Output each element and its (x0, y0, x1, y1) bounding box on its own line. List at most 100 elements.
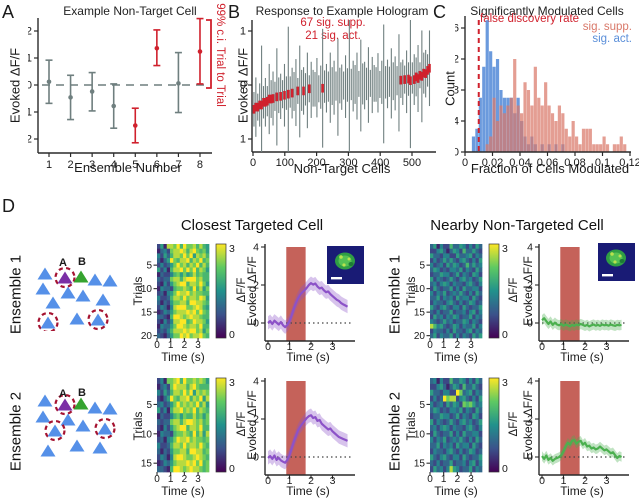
cell-triangle (69, 312, 85, 325)
svg-text:1: 1 (561, 475, 567, 487)
cell-triangle (47, 424, 63, 437)
svg-text:1: 1 (168, 340, 174, 351)
panel-a-plot: -0.2 -0.1 0 0.1 0.2 1 2 3 4 5 6 7 8 (28, 17, 212, 168)
stim-window (560, 247, 580, 341)
cell-triangle (75, 289, 91, 302)
svg-text:0.1: 0.1 (595, 157, 610, 166)
panel-a-xlabel: Ensemble Number (74, 160, 182, 175)
svg-text:0: 0 (427, 474, 433, 485)
cell-triangle (90, 313, 106, 326)
trace-band (542, 313, 622, 332)
svg-text:5: 5 (132, 159, 138, 168)
c-hist-sig-supp- (485, 59, 627, 152)
colorbar (215, 377, 227, 473)
svg-text:2: 2 (455, 474, 461, 485)
cell-triangle (40, 316, 56, 329)
svg-text:2: 2 (455, 340, 461, 351)
cell-triangle (40, 444, 56, 457)
svg-text:20: 20 (141, 331, 153, 342)
b-significant-markers (252, 63, 431, 114)
trace-mean (267, 282, 349, 329)
svg-text:3: 3 (502, 243, 508, 255)
colorbar (488, 377, 500, 473)
svg-text:200: 200 (307, 157, 325, 166)
cell-triangle (35, 410, 51, 423)
stim-window (560, 381, 580, 475)
svg-text:3: 3 (330, 341, 336, 353)
time-label-tr-e1-t: Time (s) (286, 350, 330, 364)
svg-text:2: 2 (527, 280, 533, 292)
a-errorbars (45, 17, 204, 144)
trace-e1-nontargeted: 0 2 4 0 1 2 3 (527, 242, 629, 353)
svg-text:0: 0 (539, 475, 545, 487)
target-circle (44, 419, 66, 442)
svg-text:2: 2 (308, 475, 314, 487)
svg-text:1: 1 (287, 341, 293, 353)
svg-text:0: 0 (462, 157, 468, 166)
svg-text:8: 8 (197, 159, 203, 168)
panel-b-plot: -1 0 1 0 100 200 300 400 500 (240, 20, 436, 166)
svg-text:0.02: 0.02 (482, 157, 503, 166)
time-label-hm-e2-n: Time (s) (434, 484, 478, 498)
svg-text:0: 0 (527, 452, 533, 464)
svg-text:2: 2 (68, 159, 74, 168)
svg-text:1: 1 (561, 341, 567, 353)
svg-text:15: 15 (414, 308, 426, 319)
svg-text:20: 20 (414, 331, 426, 342)
svg-text:2: 2 (182, 340, 188, 351)
svg-text:7: 7 (175, 159, 181, 168)
cell-triangle (92, 441, 108, 454)
cell-triangle (73, 397, 89, 410)
panel-c-plot: 0 4 8 12 16 0 0.02 0.04 0.06 0.08 0.1 0.12 (455, 16, 639, 166)
svg-text:2: 2 (527, 414, 533, 426)
svg-text:0: 0 (240, 80, 246, 92)
svg-text:0: 0 (229, 329, 235, 341)
panel-a-ylabel: Evoked ΔF/F (7, 47, 23, 124)
trace-mean (541, 317, 622, 328)
ensemble1-right-label: Ensemble 1 (386, 254, 404, 335)
svg-text:3: 3 (502, 377, 508, 389)
heatmap-cells (157, 244, 210, 339)
a-ci-bracket (206, 19, 212, 89)
panel-b-xlabel: Non-Target Cells (293, 161, 391, 176)
svg-text:2: 2 (582, 341, 588, 353)
cell-triangle (97, 422, 113, 435)
panel-c-title: Significantly Modulated Cells (470, 4, 624, 18)
time-label-hm-e1-n: Time (s) (434, 350, 478, 364)
svg-text:0: 0 (265, 341, 271, 353)
trace-e2-targeted: 0 2 4 0 1 2 3 (253, 376, 355, 487)
scale-bar (602, 274, 613, 277)
svg-text:5: 5 (419, 261, 425, 272)
svg-text:15: 15 (141, 308, 153, 319)
svg-text:0.12: 0.12 (619, 157, 639, 166)
svg-text:1: 1 (441, 474, 447, 485)
heatmap-cells (430, 244, 483, 339)
target-circle (54, 393, 76, 416)
svg-text:0: 0 (539, 341, 545, 353)
svg-text:3: 3 (468, 340, 474, 351)
svg-text:1: 1 (287, 475, 293, 487)
svg-text:5: 5 (146, 261, 152, 272)
svg-text:4: 4 (527, 376, 533, 388)
svg-text:A: A (59, 257, 67, 269)
svg-text:3: 3 (468, 474, 474, 485)
nontargeted-cell-image-inset (598, 243, 635, 281)
svg-text:10: 10 (414, 284, 426, 295)
time-label-tr-e2-n: Time (s) (560, 484, 604, 498)
cell-triangle (37, 394, 53, 407)
svg-text:2: 2 (582, 475, 588, 487)
svg-text:10: 10 (141, 429, 153, 440)
svg-text:400: 400 (371, 157, 389, 166)
svg-text:-0.2: -0.2 (28, 134, 32, 146)
colorbar (488, 243, 500, 339)
svg-text:3: 3 (330, 475, 336, 487)
cell-triangle (102, 402, 118, 415)
svg-text:0: 0 (28, 80, 32, 92)
panel-c-letter: C (433, 2, 446, 22)
